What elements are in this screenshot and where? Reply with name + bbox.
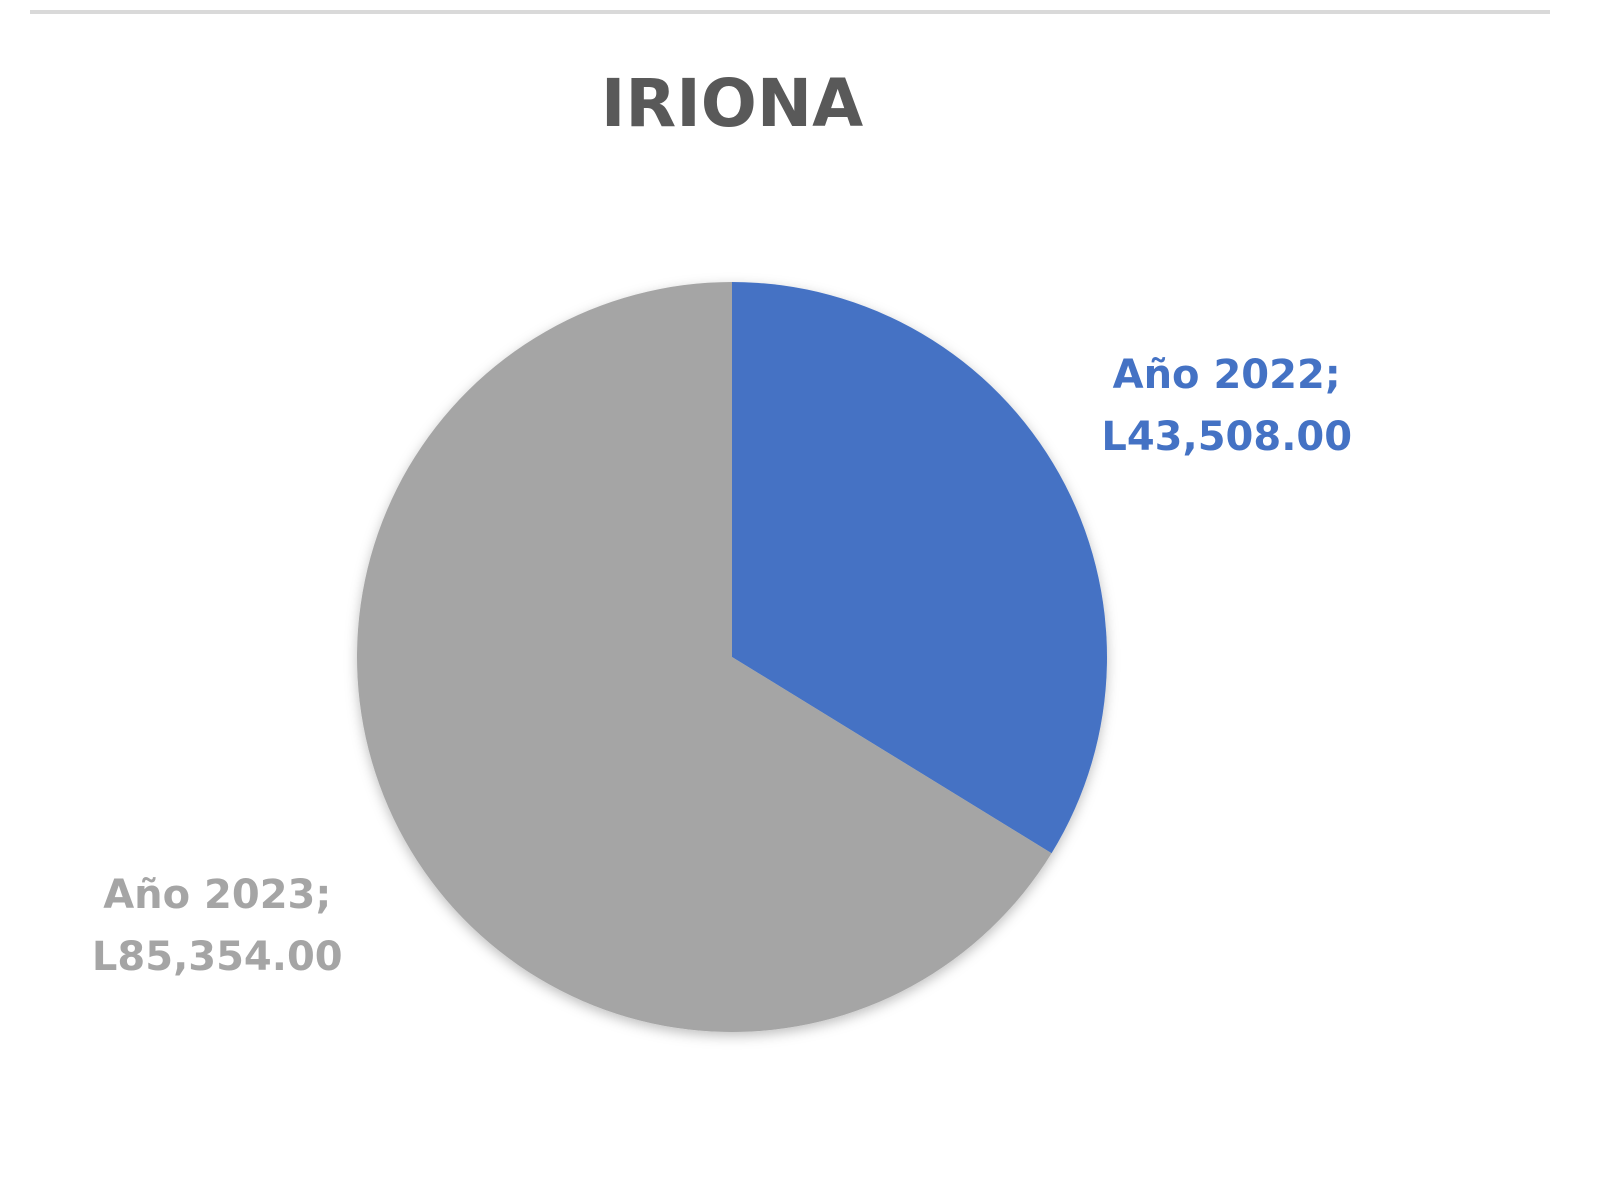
data-label-category: Año 2023 bbox=[103, 872, 315, 918]
data-label-value: L43,508.00 bbox=[1101, 414, 1352, 460]
top-border bbox=[30, 10, 1550, 14]
chart-title: IRIONA bbox=[601, 65, 863, 142]
data-label-separator: ; bbox=[1325, 352, 1341, 398]
data-label-category: Año 2022 bbox=[1113, 352, 1325, 398]
pie-slice bbox=[356, 282, 1052, 1033]
data-label: Año 2023; L85,354.00 bbox=[92, 872, 343, 980]
data-label-value: L85,354.00 bbox=[92, 934, 343, 980]
pie bbox=[356, 282, 1107, 1033]
pie-slice bbox=[732, 282, 1107, 854]
data-label-separator: ; bbox=[315, 872, 331, 918]
data-label: Año 2022; L43,508.00 bbox=[1101, 352, 1352, 460]
